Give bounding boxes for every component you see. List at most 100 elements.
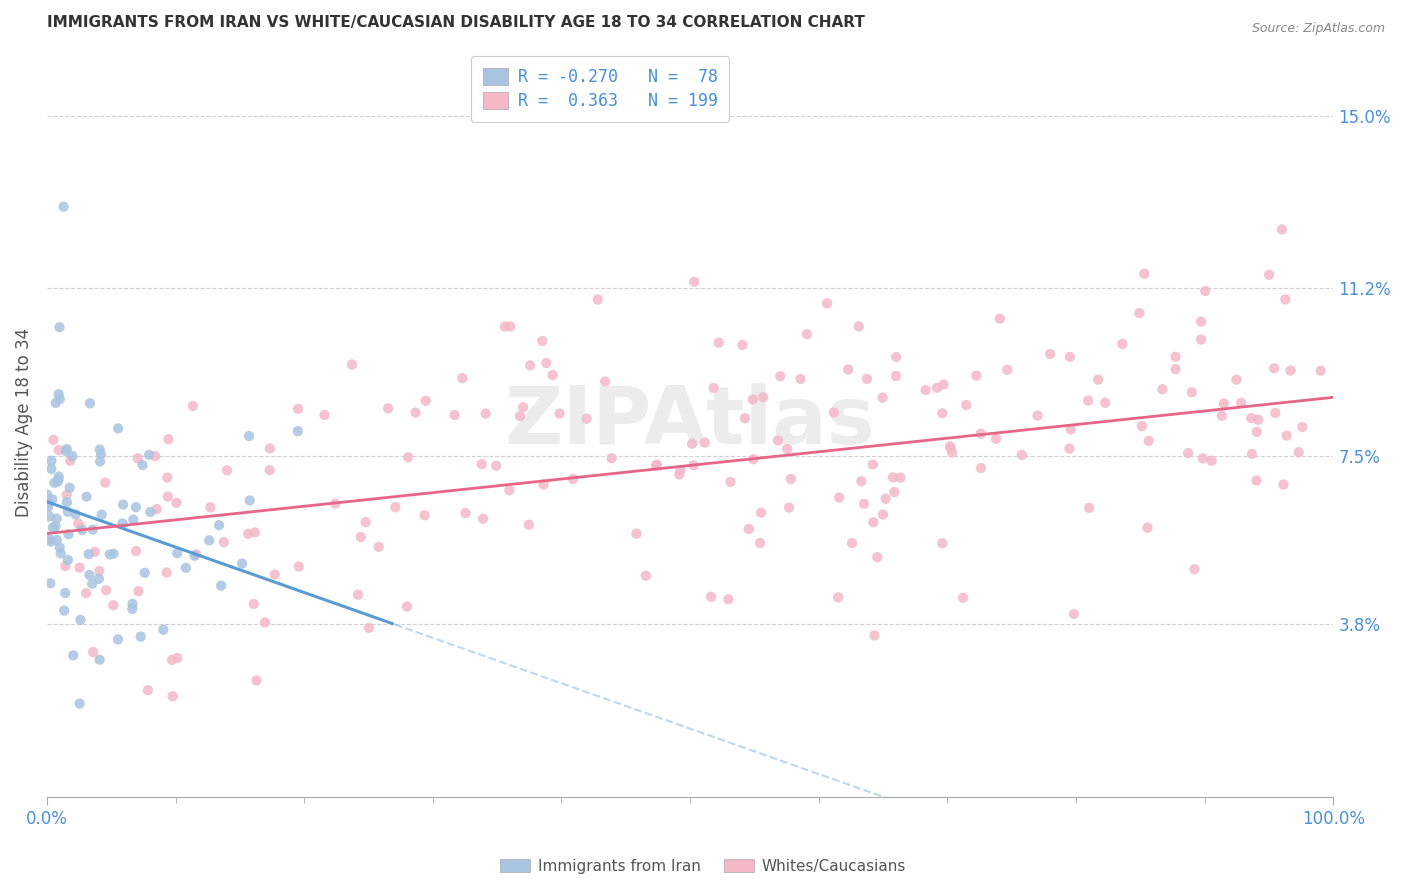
Point: [79, 396, 101, 410]
Point: [55, 559, 77, 574]
Legend: R = -0.270   N =  78, R =  0.363   N = 199: R = -0.270 N = 78, R = 0.363 N = 199: [471, 56, 730, 121]
Point: [1258, 268, 1281, 282]
Point: [1271, 222, 1294, 236]
Point: [472, 512, 495, 526]
Point: [669, 463, 692, 477]
Point: [98, 548, 121, 562]
Point: [731, 338, 754, 352]
Point: [700, 590, 723, 604]
Point: [720, 475, 742, 489]
Point: [454, 506, 477, 520]
Point: [1279, 363, 1302, 377]
Point: [856, 372, 879, 386]
Legend: Immigrants from Iran, Whites/Caucasians: Immigrants from Iran, Whites/Caucasians: [494, 853, 912, 880]
Point: [152, 623, 174, 637]
Point: [769, 369, 792, 384]
Point: [239, 493, 262, 508]
Point: [287, 424, 309, 438]
Point: [1274, 293, 1296, 307]
Point: [1059, 350, 1081, 364]
Point: [752, 390, 775, 404]
Point: [872, 391, 894, 405]
Point: [208, 518, 231, 533]
Point: [56, 553, 79, 567]
Point: [90, 447, 112, 461]
Point: [125, 544, 148, 558]
Y-axis label: Disability Age 18 to 34: Disability Age 18 to 34: [15, 327, 32, 516]
Point: [1137, 434, 1160, 448]
Point: [884, 350, 907, 364]
Point: [1152, 382, 1174, 396]
Point: [59, 454, 82, 468]
Point: [75, 586, 97, 600]
Point: [970, 461, 993, 475]
Point: [67, 516, 90, 531]
Point: [883, 485, 905, 500]
Point: [367, 540, 389, 554]
Point: [212, 535, 235, 549]
Point: [498, 483, 520, 498]
Point: [1264, 406, 1286, 420]
Point: [882, 470, 904, 484]
Point: [90, 508, 112, 522]
Point: [121, 597, 143, 611]
Point: [1078, 500, 1101, 515]
Point: [749, 536, 772, 550]
Point: [575, 411, 598, 425]
Point: [166, 496, 188, 510]
Point: [84, 545, 107, 559]
Point: [56, 442, 79, 456]
Point: [1060, 422, 1083, 436]
Point: [536, 356, 558, 370]
Point: [48, 541, 70, 555]
Point: [77, 547, 100, 561]
Point: [395, 599, 418, 614]
Point: [848, 319, 870, 334]
Point: [593, 375, 616, 389]
Point: [823, 406, 845, 420]
Point: [62, 449, 84, 463]
Point: [1111, 337, 1133, 351]
Point: [1011, 448, 1033, 462]
Point: [314, 408, 336, 422]
Point: [53, 604, 76, 618]
Point: [253, 615, 276, 630]
Point: [259, 463, 281, 477]
Point: [107, 421, 129, 435]
Point: [939, 441, 962, 455]
Point: [38, 509, 60, 524]
Point: [1063, 607, 1085, 621]
Point: [749, 506, 772, 520]
Point: [245, 673, 267, 688]
Point: [325, 497, 347, 511]
Point: [451, 371, 474, 385]
Point: [1275, 428, 1298, 442]
Point: [125, 500, 148, 515]
Point: [377, 401, 399, 416]
Point: [707, 335, 730, 350]
Point: [499, 319, 522, 334]
Point: [681, 436, 703, 450]
Point: [541, 368, 564, 382]
Point: [862, 458, 884, 472]
Point: [955, 398, 977, 412]
Point: [42, 433, 65, 447]
Point: [1128, 306, 1150, 320]
Point: [145, 502, 167, 516]
Point: [287, 559, 309, 574]
Point: [49, 392, 72, 406]
Point: [59, 481, 82, 495]
Point: [396, 450, 419, 465]
Point: [45, 533, 67, 547]
Point: [62, 648, 84, 663]
Point: [156, 566, 179, 580]
Point: [1225, 373, 1247, 387]
Point: [350, 530, 373, 544]
Point: [94, 475, 117, 490]
Point: [1094, 396, 1116, 410]
Point: [58, 527, 80, 541]
Point: [1201, 453, 1223, 467]
Point: [970, 426, 993, 441]
Point: [405, 406, 427, 420]
Point: [837, 362, 859, 376]
